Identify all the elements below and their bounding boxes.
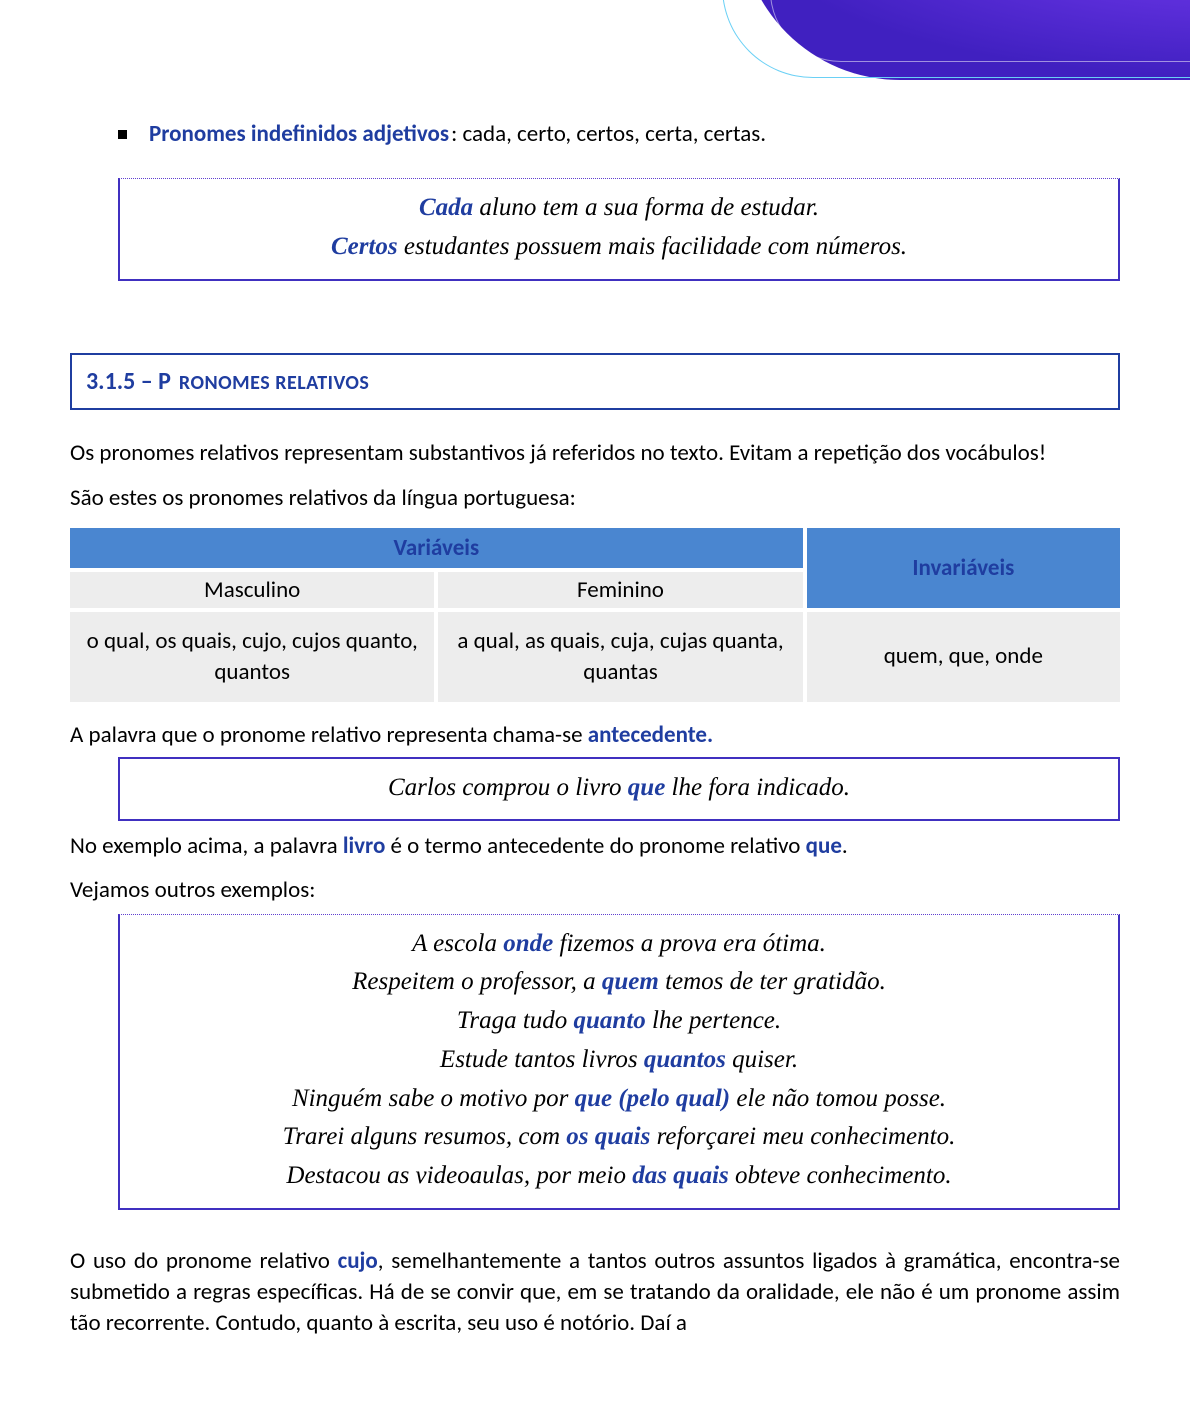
example-highlight: Cada — [419, 194, 473, 221]
example-line: Ninguém sabe o motivo por que (pelo qual… — [120, 1080, 1118, 1119]
example-highlight: quanto — [574, 1007, 646, 1034]
example-highlight: que — [628, 774, 666, 801]
example-highlight: quantos — [644, 1046, 726, 1073]
paragraph: São estes os pronomes relativos da língu… — [70, 483, 1120, 514]
example-line: Traga tudo quanto lhe pertence. — [120, 1002, 1118, 1041]
section-number: 3.1.5 – P — [86, 367, 171, 396]
example-box-2: Carlos comprou o livro que lhe fora indi… — [118, 757, 1120, 822]
paragraph: A palavra que o pronome relativo represe… — [70, 720, 1120, 751]
bold-term: cujo — [338, 1247, 378, 1275]
example-highlight: quem — [602, 968, 659, 995]
example-text: aluno tem a sua forma de estudar. — [473, 194, 819, 221]
bold-term: antecedente. — [588, 721, 713, 749]
example-text: ele não tomou posse. — [730, 1085, 946, 1112]
example-text: A escola — [412, 930, 503, 957]
bullet-rest: : cada, certo, certos, certa, certas. — [451, 120, 766, 148]
bullet-bold-prefix: Pronomes indefinidos adjetivos — [149, 120, 451, 148]
page-content: Pronomes indefinidos adjetivos: cada, ce… — [0, 0, 1190, 1359]
paragraph: O uso do pronome relativo cujo, semelhan… — [70, 1246, 1120, 1339]
example-highlight: Certos — [331, 233, 398, 260]
example-text: lhe fora indicado. — [665, 774, 850, 801]
table-cell-inv: quem, que, onde — [807, 612, 1120, 702]
example-text: Estude tantos livros — [440, 1046, 644, 1073]
example-text: Destacou as videoaulas, por meio — [286, 1162, 632, 1189]
example-text: fizemos a prova era ótima. — [553, 930, 826, 957]
text: é o termo antecedente do pronome relativ… — [385, 832, 805, 860]
example-highlight: os quais — [566, 1123, 650, 1150]
example-line: Destacou as videoaulas, por meio das qua… — [120, 1157, 1118, 1196]
example-text: reforçarei meu conhecimento. — [650, 1123, 955, 1150]
section-heading: 3.1.5 – P RONOMES RELATIVOS — [70, 353, 1120, 410]
bullet-marker-icon — [118, 130, 127, 139]
example-line: Carlos comprou o livro que lhe fora indi… — [120, 769, 1118, 808]
text: No exemplo acima, a palavra — [70, 832, 343, 860]
example-text: Ninguém sabe o motivo por — [292, 1085, 575, 1112]
example-box-1: Cada aluno tem a sua forma de estudar. C… — [118, 178, 1120, 281]
example-line: Certos estudantes possuem mais facilidad… — [120, 228, 1118, 267]
example-text: Respeitem o professor, a — [352, 968, 602, 995]
example-text: quiser. — [726, 1046, 798, 1073]
example-text: estudantes possuem mais facilidade com n… — [398, 233, 907, 260]
table-header-invariaveis: Invariáveis — [807, 528, 1120, 608]
section-title: RONOMES RELATIVOS — [179, 371, 369, 395]
paragraph: Os pronomes relativos representam substa… — [70, 438, 1120, 469]
example-text: Trarei alguns resumos, com — [283, 1123, 567, 1150]
example-line: Trarei alguns resumos, com os quais refo… — [120, 1118, 1118, 1157]
example-highlight: das quais — [632, 1162, 729, 1189]
example-box-3: A escola onde fizemos a prova era ótima.… — [118, 914, 1120, 1210]
text: A palavra que o pronome relativo represe… — [70, 721, 588, 749]
paragraph: No exemplo acima, a palavra livro é o te… — [70, 831, 1120, 862]
table-subheader-fem: Feminino — [438, 572, 802, 608]
bold-term: que — [806, 832, 842, 860]
example-line: Respeitem o professor, a quem temos de t… — [120, 963, 1118, 1002]
text: O uso do pronome relativo — [70, 1247, 338, 1275]
bold-term: livro — [343, 832, 385, 860]
table-cell-masc: o qual, os quais, cujo, cujos quanto, qu… — [70, 612, 434, 702]
table-subheader-masc: Masculino — [70, 572, 434, 608]
example-highlight: que (pelo qual) — [575, 1085, 731, 1112]
example-line: A escola onde fizemos a prova era ótima. — [120, 925, 1118, 964]
example-line: Cada aluno tem a sua forma de estudar. — [120, 189, 1118, 228]
example-text: Carlos comprou o livro — [388, 774, 628, 801]
paragraph: Vejamos outros exemplos: — [70, 875, 1120, 906]
bullet-text: Pronomes indefinidos adjetivos: cada, ce… — [149, 120, 766, 148]
example-text: lhe pertence. — [646, 1007, 781, 1034]
example-line: Estude tantos livros quantos quiser. — [120, 1041, 1118, 1080]
example-text: obteve conhecimento. — [729, 1162, 952, 1189]
table-header-variaveis: Variáveis — [70, 528, 803, 568]
example-highlight: onde — [503, 930, 553, 957]
pronomes-table: Variáveis Invariáveis Masculino Feminino… — [70, 528, 1120, 702]
text: . — [842, 832, 848, 860]
example-text: Traga tudo — [457, 1007, 574, 1034]
example-text: temos de ter gratidão. — [659, 968, 886, 995]
bullet-item: Pronomes indefinidos adjetivos: cada, ce… — [118, 120, 1120, 148]
table-cell-fem: a qual, as quais, cuja, cujas quanta, qu… — [438, 612, 802, 702]
